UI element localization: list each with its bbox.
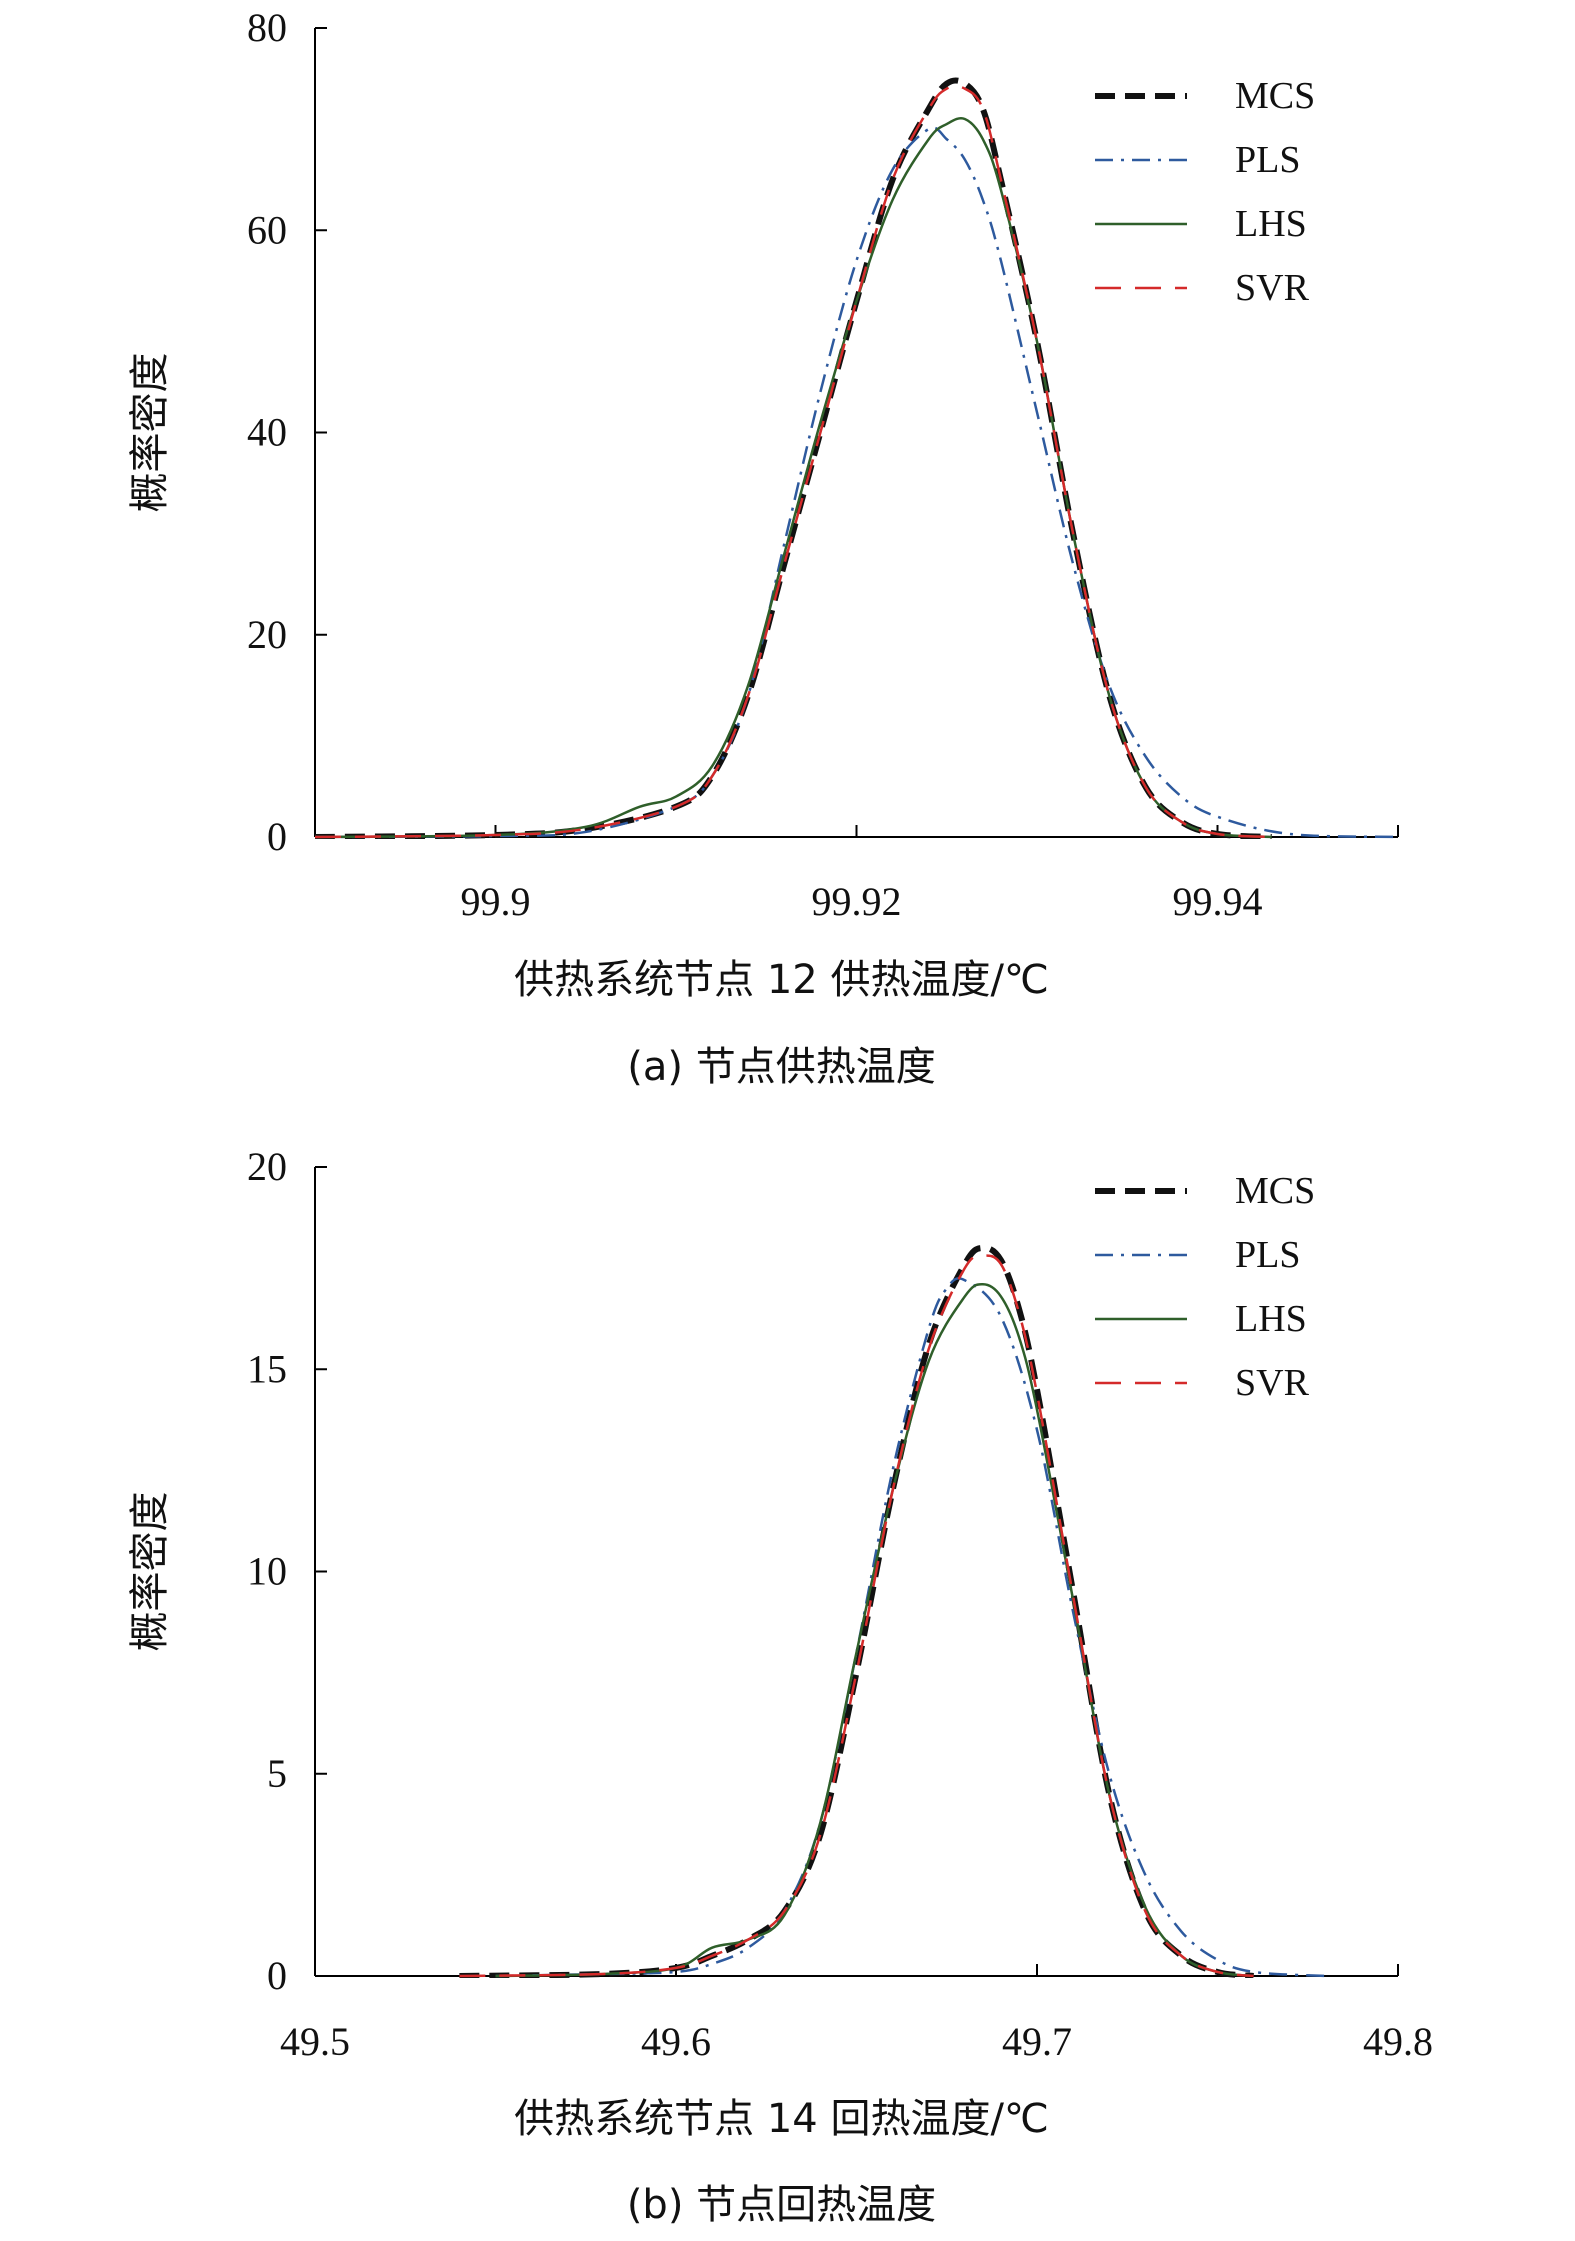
y-axis-label: 概率密度 (127, 1492, 173, 1652)
x-axis-label: 供热系统节点 12 供热温度/℃ (514, 957, 1049, 1003)
legend-label-lhs: LHS (1235, 203, 1307, 245)
legend-label-mcs: MCS (1235, 1170, 1315, 1212)
legend-label-svr: SVR (1235, 267, 1310, 309)
x-tick-label: 49.5 (280, 2019, 350, 2064)
x-axis-label: 供热系统节点 14 回热温度/℃ (514, 2096, 1049, 2142)
x-tick-label: 49.8 (1363, 2019, 1433, 2064)
y-tick-label: 60 (247, 207, 287, 252)
x-tick-label: 49.7 (1002, 2019, 1072, 2064)
y-tick-label: 0 (267, 814, 287, 859)
x-tick-label: 99.94 (1173, 879, 1263, 924)
legend-label-pls: PLS (1235, 139, 1300, 181)
legend-label-lhs: LHS (1235, 1298, 1307, 1340)
y-tick-label: 80 (247, 5, 287, 50)
legend-label-pls: PLS (1235, 1234, 1300, 1276)
series-line-lhs (495, 1283, 1254, 1978)
figure-caption: (a) 节点供热温度 (627, 1044, 935, 1090)
series-line-pls (315, 126, 1398, 839)
y-tick-label: 5 (267, 1751, 287, 1796)
legend: MCS PLS LHS SVR (1095, 1170, 1315, 1404)
series-line-svr (315, 84, 1272, 839)
y-tick-label: 20 (247, 1144, 287, 1189)
series-line-pls (495, 1277, 1326, 1978)
x-tick-label: 99.9 (461, 879, 531, 924)
y-tick-label: 20 (247, 612, 287, 657)
y-axis-label: 概率密度 (127, 353, 173, 513)
legend: MCS PLS LHS SVR (1095, 75, 1315, 309)
y-tick-label: 15 (247, 1346, 287, 1391)
y-tick-label: 10 (247, 1549, 287, 1594)
y-tick-label: 40 (247, 410, 287, 455)
legend-label-svr: SVR (1235, 1362, 1310, 1404)
series-line-mcs (315, 77, 1272, 839)
legend-label-mcs: MCS (1235, 75, 1315, 117)
series-line-svr (459, 1254, 1254, 1978)
x-tick-label: 49.6 (641, 2019, 711, 2064)
figure-caption: (b) 节点回热温度 (627, 2182, 936, 2228)
x-tick-label: 99.92 (812, 879, 902, 924)
y-tick-label: 0 (267, 1953, 287, 1998)
series-line-mcs (459, 1244, 1254, 1978)
